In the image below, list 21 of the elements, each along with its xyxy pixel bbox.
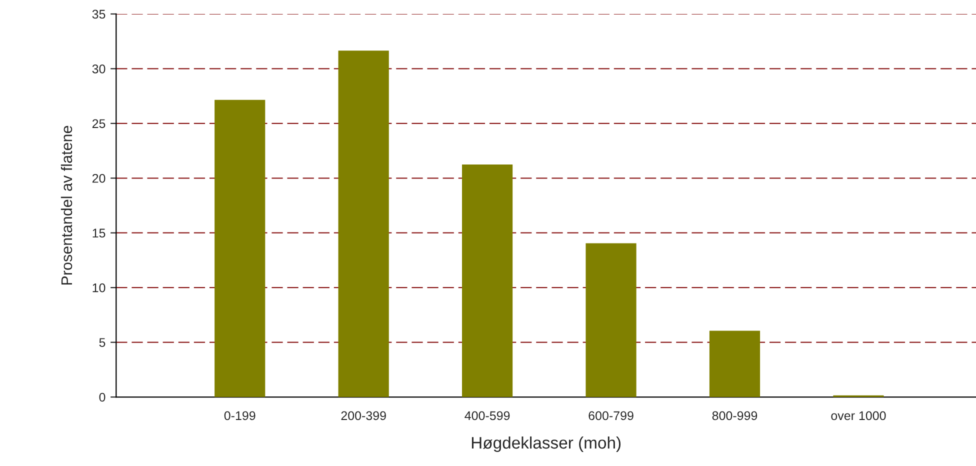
y-tick-label: 5 — [99, 338, 106, 347]
x-tick-label: 600-799 — [588, 411, 634, 420]
x-axis-title: Høgdeklasser (moh) — [472, 436, 621, 452]
bar — [709, 330, 760, 398]
bar — [586, 243, 636, 398]
bar — [462, 164, 513, 398]
y-tick-label: 30 — [92, 64, 106, 74]
y-tick-label: 15 — [92, 228, 106, 238]
y-tick-label: 25 — [92, 119, 106, 128]
y-tick-label: 35 — [92, 10, 106, 19]
x-tick-label: 0-199 — [224, 411, 256, 420]
y-tick-label: 10 — [92, 283, 106, 292]
y-axis-title: Prosentandel av flatene — [60, 126, 72, 285]
y-tick-label: 0 — [99, 392, 106, 402]
bar — [338, 50, 389, 398]
x-tick-label: 400-599 — [464, 411, 510, 420]
x-tick-label: over 1000 — [831, 411, 886, 420]
x-tick-label: 200-399 — [341, 411, 386, 420]
x-tick-label: 800-999 — [712, 411, 758, 420]
y-tick-label: 20 — [92, 174, 106, 183]
bar — [214, 100, 266, 398]
